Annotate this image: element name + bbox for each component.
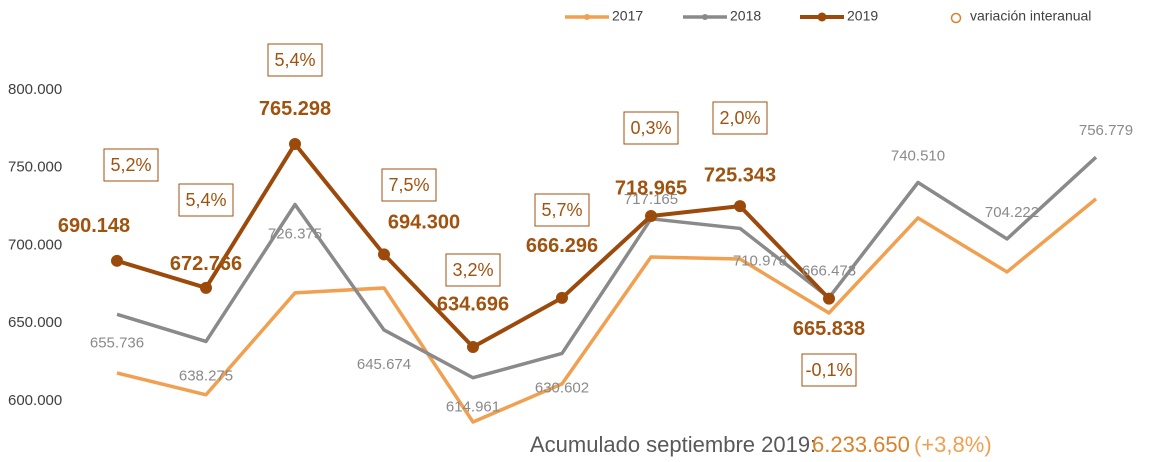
- point: [289, 137, 301, 150]
- variation-label: 7,5%: [388, 175, 429, 195]
- point: [200, 281, 212, 294]
- legend-label: 2019: [847, 8, 878, 24]
- value-label: 666.473: [802, 263, 856, 280]
- series-line: [116, 155, 1098, 380]
- variation-label: 5,7%: [541, 200, 582, 220]
- value-label: 726.375: [268, 225, 322, 242]
- value-label: 666.296: [526, 235, 598, 257]
- value-label: 740.510: [891, 147, 945, 164]
- legend-label: variación interanual: [970, 8, 1091, 24]
- total-label: Acumulado septiembre 2019:: [530, 432, 816, 457]
- variation-box: [534, 193, 590, 227]
- point: [734, 200, 746, 213]
- variation-label: 3,2%: [452, 260, 493, 280]
- total-change: (+3,8%): [914, 432, 992, 457]
- variation-label: -0,1%: [805, 360, 852, 380]
- value-label: 672.766: [170, 253, 242, 275]
- variation-box: [712, 101, 768, 135]
- variation-box: [623, 111, 679, 145]
- y-tick-label: 600.000: [8, 392, 62, 409]
- variation-label: 5,4%: [185, 190, 226, 210]
- value-label: 614.961: [446, 399, 500, 416]
- legend-marker: [817, 12, 827, 22]
- legend-marker: [702, 14, 708, 20]
- value-label: 690.148: [58, 215, 130, 237]
- value-label: 717.165: [624, 191, 678, 208]
- variation-label: 5,2%: [110, 155, 151, 175]
- variation-box: [178, 183, 234, 217]
- variation-box: [801, 353, 857, 387]
- point: [111, 254, 123, 267]
- point: [823, 292, 835, 305]
- value-label: 665.838: [793, 318, 865, 340]
- variation-label: 2,0%: [719, 108, 760, 128]
- value-label: 725.343: [704, 164, 776, 186]
- legend-marker: [584, 14, 590, 20]
- variation-box: [267, 43, 323, 77]
- value-label: 634.696: [437, 293, 509, 315]
- value-label: 756.779: [1079, 122, 1133, 139]
- value-label: 630.602: [535, 379, 589, 396]
- legend-label: 2017: [612, 8, 643, 24]
- legend-marker: [950, 12, 962, 24]
- value-label: 655.736: [90, 334, 144, 351]
- variation-label: 0,3%: [630, 118, 671, 138]
- y-tick-label: 700.000: [8, 236, 62, 253]
- y-tick-label: 650.000: [8, 314, 62, 331]
- value-label: 704.222: [985, 204, 1039, 221]
- y-tick-label: 800.000: [8, 81, 62, 98]
- variation-box: [381, 168, 437, 202]
- value-label: 710.978: [733, 252, 787, 269]
- point: [378, 248, 390, 261]
- variation-box: [445, 253, 501, 287]
- point: [467, 341, 479, 354]
- total-value: 6.233.650: [812, 432, 910, 457]
- value-label: 645.674: [357, 356, 411, 373]
- value-label: 718.965: [615, 177, 687, 199]
- series-line: [116, 197, 1098, 424]
- point: [556, 291, 568, 304]
- value-label: 765.298: [259, 98, 331, 120]
- variation-label: 5,4%: [274, 50, 315, 70]
- value-label: 638.275: [179, 367, 233, 384]
- value-label: 694.300: [388, 212, 460, 234]
- point: [645, 210, 657, 223]
- variation-box: [103, 148, 159, 182]
- y-tick-label: 750.000: [8, 159, 62, 176]
- legend-label: 2018: [730, 8, 761, 24]
